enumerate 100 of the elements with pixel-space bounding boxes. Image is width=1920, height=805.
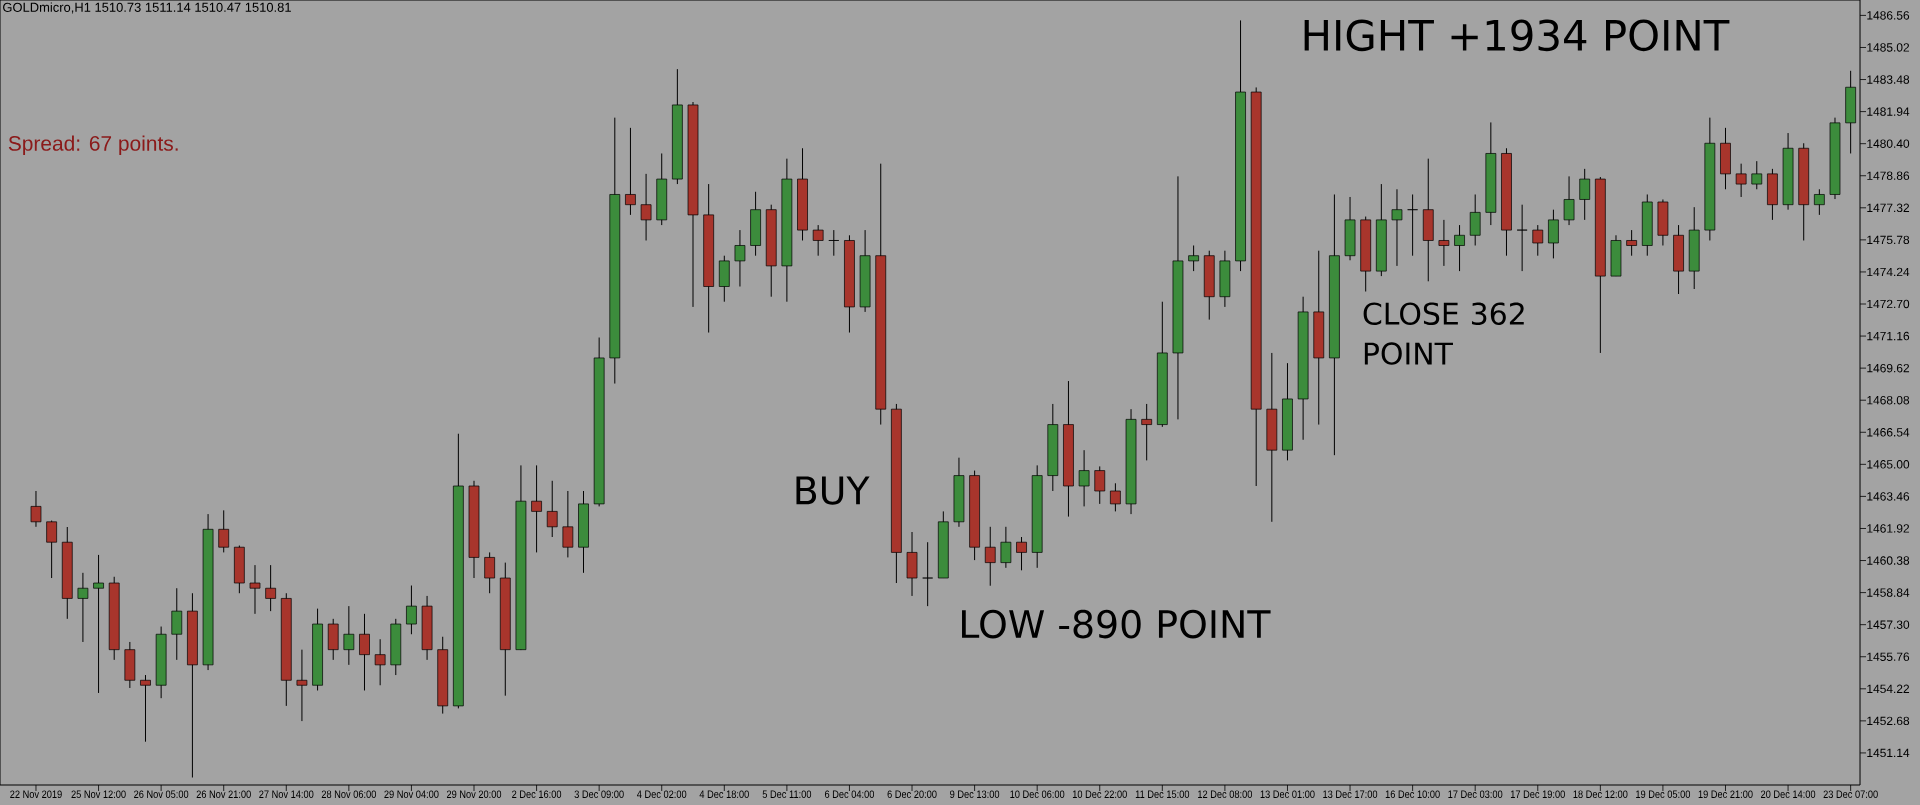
candlestick: [359, 613, 370, 691]
candlestick: [1735, 163, 1747, 198]
x-tick-label: 13 Dec 17:00: [1323, 790, 1378, 798]
x-tick-label: 4 Dec 02:00: [636, 790, 687, 798]
y-tick-label: 1458.84: [1867, 588, 1910, 597]
candlestick: [343, 605, 355, 666]
candlestick: [1532, 224, 1544, 257]
x-tick-label: 10 Dec 22:00: [1072, 790, 1127, 798]
x-tick-label: 19 Dec 05:00: [1636, 790, 1691, 798]
candlestick: [296, 649, 308, 722]
candlestick: [1626, 229, 1637, 257]
x-tick-label: 20 Dec 14:00: [1761, 790, 1816, 798]
y-tick-label: 1454.22: [1867, 684, 1910, 694]
candlestick: [93, 554, 104, 694]
y-tick-label: 1477.32: [1867, 203, 1910, 213]
x-tick-label: 19 Dec 21:00: [1698, 790, 1753, 798]
y-tick-label: 1486.56: [1867, 11, 1910, 20]
candlestick: [1438, 219, 1450, 267]
x-tick-label: 4 Dec 18:00: [699, 790, 749, 798]
x-tick-label: 28 Nov 06:00: [321, 790, 376, 798]
candlestick: [484, 551, 495, 594]
annotation: LOW -890 POINT: [962, 609, 1271, 639]
y-tick-label: 1466.54: [1867, 428, 1910, 437]
candlestick: [531, 464, 542, 553]
x-tick-label: 29 Nov 20:00: [446, 790, 502, 798]
x-tick-label: 11 Dec 15:00: [1135, 790, 1190, 798]
candlestick: [406, 585, 417, 635]
x-tick-label: 9 Dec 13:00: [950, 790, 1000, 798]
y-tick-label: 1463.46: [1867, 492, 1910, 501]
candlestick: [265, 564, 276, 612]
y-tick-label: 1485.02: [1867, 43, 1910, 52]
candlestick: [1000, 526, 1012, 569]
candlestick: [218, 509, 230, 553]
candlestick: [1141, 403, 1153, 461]
candlestick: [1516, 204, 1528, 272]
candlestick: [1188, 244, 1199, 272]
candlestick: [812, 224, 824, 257]
annotation: BUY: [796, 476, 870, 505]
candlestick: [374, 638, 386, 686]
x-tick-label: 27 Nov 14:00: [259, 790, 314, 798]
x-tick-label: 16 Dec 10:00: [1385, 790, 1440, 798]
candlestick: [1016, 536, 1027, 571]
y-tick-label: 1478.86: [1867, 171, 1910, 180]
candlestick: [546, 480, 558, 538]
candlestick: [1407, 193, 1418, 257]
x-tick-label: 18 Dec 12:00: [1573, 790, 1628, 798]
candlestick: [1579, 168, 1591, 221]
x-tick-label: 26 Nov 21:00: [196, 790, 251, 798]
x-tick-label: 25 Nov 12:00: [71, 790, 126, 798]
y-tick-label: 1471.16: [1867, 331, 1910, 341]
annotation: Spread: 67 points.: [8, 135, 178, 155]
candlestick: [1078, 449, 1090, 507]
y-tick-label: 1472.70: [1867, 299, 1910, 309]
x-tick-label: 13 Dec 01:00: [1260, 790, 1315, 798]
y-tick-label: 1465.00: [1867, 460, 1910, 469]
y-tick-label: 1452.68: [1867, 716, 1910, 726]
candlestick: [562, 490, 574, 558]
annotation: HIGHT +1934 POINT: [1304, 19, 1730, 52]
y-tick-label: 1451.14: [1867, 748, 1910, 758]
x-tick-label: 6 Dec 04:00: [824, 790, 875, 798]
x-tick-label: 22 Nov 2019: [10, 790, 62, 798]
candlestick: [1548, 209, 1559, 259]
x-tick-label: 10 Dec 06:00: [1010, 790, 1065, 798]
x-tick-label: 29 Nov 04:00: [384, 790, 439, 798]
candlestick: [1751, 160, 1763, 190]
y-tick-label: 1475.78: [1867, 235, 1910, 245]
annotation: CLOSE 362 POINT: [1363, 302, 1524, 365]
y-tick-label: 1461.92: [1867, 524, 1910, 533]
candlestick: [171, 587, 183, 661]
y-tick-label: 1457.30: [1867, 620, 1910, 629]
candlestick: [640, 173, 652, 241]
y-tick-label: 1469.62: [1867, 363, 1910, 373]
candlestick: [30, 490, 42, 528]
candlestick: [1094, 465, 1106, 505]
x-tick-label: 2 Dec 16:00: [512, 790, 562, 798]
x-tick-label: 6 Dec 20:00: [887, 790, 937, 798]
candlestick: [922, 541, 934, 607]
chart-title: GOLDmicro,H1 1510.73 1511.14 1510.47 1510.81: [3, 2, 291, 14]
candlestick: [734, 229, 746, 288]
candlestick: [1454, 224, 1465, 272]
x-tick-label: 5 Dec 11:00: [762, 790, 812, 798]
candlestick: [1563, 175, 1575, 226]
y-tick-label: 1480.40: [1867, 139, 1910, 148]
y-tick-label: 1468.08: [1867, 395, 1910, 405]
y-tick-label: 1481.94: [1867, 107, 1910, 116]
candlestick: [828, 229, 840, 257]
candlestick: [77, 572, 89, 643]
y-tick-label: 1474.24: [1867, 267, 1910, 277]
x-tick-label: 12 Dec 08:00: [1198, 790, 1253, 798]
candlestick: [625, 127, 636, 216]
candlestick: [249, 564, 261, 615]
candlestick: [140, 674, 151, 743]
candlestick: [1813, 188, 1825, 216]
y-tick-label: 1483.48: [1867, 75, 1910, 84]
candlestick: [984, 526, 996, 587]
x-tick-label: 26 Nov 05:00: [134, 790, 189, 798]
candlestick: [46, 520, 57, 579]
y-tick-label: 1455.76: [1867, 652, 1910, 661]
candlestick: [1469, 193, 1481, 246]
x-tick-label: 3 Dec 09:00: [574, 790, 624, 798]
